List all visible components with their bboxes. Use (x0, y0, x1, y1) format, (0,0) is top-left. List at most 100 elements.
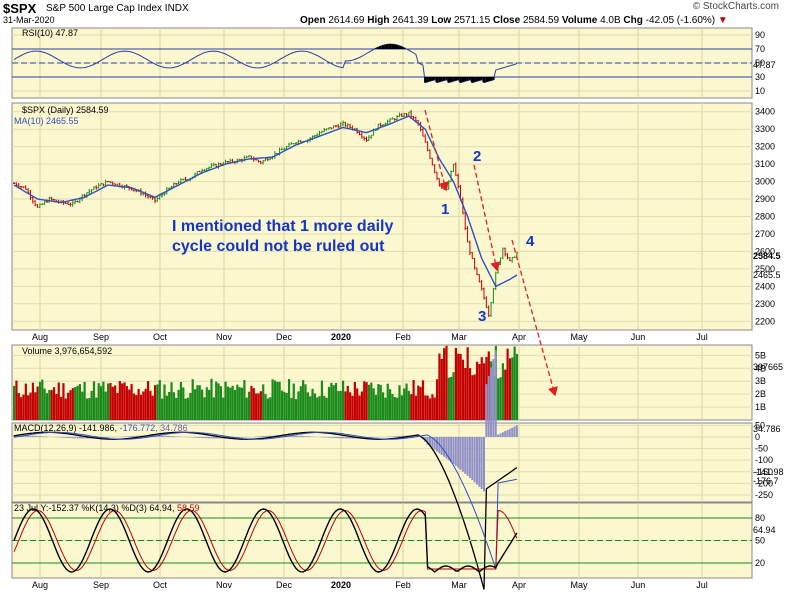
volume-bar (179, 382, 183, 420)
volume-bar (191, 379, 194, 420)
volume-label: Volume (561, 15, 598, 26)
macd-histogram-bar (158, 435, 161, 437)
macd-histogram-bar (513, 426, 516, 437)
macd-histogram-bar (480, 436, 483, 490)
volume-bar (360, 391, 363, 420)
month-tick-label: Mar (451, 580, 467, 590)
macd-histogram-bar (81, 436, 84, 439)
volume-bar (367, 384, 371, 420)
stoch-legend: 23 Jul Y:-152.37 %K(14,3) %D(3) 64.94, 5… (14, 503, 200, 513)
volume-bar (146, 381, 150, 420)
volume-bar (168, 391, 171, 420)
macd-histogram-bar (428, 436, 431, 446)
volume-bar (71, 388, 74, 420)
volume-bar (466, 347, 469, 420)
volume-bar (454, 347, 457, 420)
low-label: Low (431, 15, 452, 26)
macd-histogram-bar (62, 436, 65, 438)
macd-histogram-bar (219, 436, 222, 439)
volume-bar (299, 386, 302, 420)
macd-histogram-bar (426, 436, 429, 445)
volume-bar (393, 396, 396, 420)
volume-bar (161, 398, 164, 420)
macd-histogram-bar (69, 436, 72, 439)
volume-bar (323, 395, 326, 420)
volume-bar (318, 396, 321, 420)
volume-bar (468, 368, 472, 420)
volume-bar (257, 393, 260, 420)
macd-histogram-bar (104, 436, 107, 438)
volume-bar (64, 398, 67, 420)
volume-bar (431, 394, 434, 420)
macd-histogram-bar (292, 435, 295, 437)
macd-histogram-bar (229, 436, 232, 439)
month-tick-label: Nov (216, 580, 233, 590)
macd-histogram-bar (130, 436, 133, 437)
macd-histogram-bar (309, 436, 312, 437)
macd-histogram-bar (280, 435, 283, 437)
month-tick-label: Feb (395, 580, 411, 590)
macd-histogram-bar (490, 367, 493, 437)
volume-bar (22, 394, 25, 420)
volume-bar (440, 358, 443, 420)
volume-bar (330, 382, 333, 420)
price-legend: $SPX (Daily) 2584.59 (22, 105, 109, 115)
macd-histogram-bar (198, 436, 201, 438)
volume-bar (264, 394, 267, 420)
volume-bar (295, 399, 298, 420)
volume-bar (226, 386, 230, 420)
volume-bar (457, 353, 460, 420)
volume-bar (118, 380, 121, 420)
macd-histogram-bar (196, 436, 199, 438)
macd-histogram-bar (240, 436, 243, 438)
macd-histogram-bar (372, 436, 375, 438)
macd-histogram-bar (414, 435, 417, 437)
volume-bar (436, 379, 439, 420)
volume-bar (27, 395, 30, 420)
macd-histogram-bar (400, 435, 403, 437)
macd-histogram-bar (205, 436, 208, 439)
volume-bar (45, 393, 49, 420)
macd-histogram-bar (473, 436, 476, 483)
macd-histogram-bar (374, 436, 377, 438)
macd-histogram-bar (468, 436, 471, 478)
volume-bar (109, 382, 112, 420)
macd-histogram-bar (64, 436, 67, 438)
rsi-tick-label: 50 (755, 58, 765, 68)
macd-histogram-bar (43, 436, 46, 437)
volume-legend: Volume 3,976,654,592 (22, 346, 112, 356)
price-tick-label: 2600 (755, 246, 775, 256)
month-tick-label: Aug (32, 580, 48, 590)
macd-histogram-bar (217, 436, 220, 439)
price-tick-label: 3300 (755, 124, 775, 134)
macd-histogram-bar (238, 436, 241, 438)
volume-bar (24, 383, 27, 420)
macd-tick-label: -100 (755, 455, 773, 465)
volume-bar (374, 394, 378, 420)
volume-tick-label: 3B (755, 376, 766, 386)
volume-bar (165, 395, 168, 420)
volume-bar (238, 387, 241, 420)
volume-bar (156, 384, 159, 420)
volume-bar (327, 386, 331, 420)
volume-bar (36, 386, 39, 420)
volume-bar (365, 382, 368, 420)
volume-bar (222, 397, 225, 420)
macd-histogram-bar (431, 436, 434, 448)
macd-histogram-bar (161, 435, 164, 437)
macd-histogram-bar (41, 436, 44, 437)
price-tick-label: 2900 (755, 194, 775, 204)
volume-bar (283, 391, 286, 420)
volume-bar (74, 387, 77, 420)
volume-bar (17, 393, 20, 420)
volume-bar (255, 393, 258, 420)
macd-tick-label: -200 (755, 478, 773, 488)
volume-bar (132, 393, 136, 420)
macd-histogram-bar (191, 436, 194, 438)
macd-histogram-bar (107, 436, 109, 438)
macd-histogram-bar (76, 436, 79, 439)
volume-bar (224, 381, 227, 420)
volume-bar (205, 387, 208, 420)
macd-histogram-bar (461, 436, 464, 472)
month-tick-label: May (570, 332, 588, 342)
